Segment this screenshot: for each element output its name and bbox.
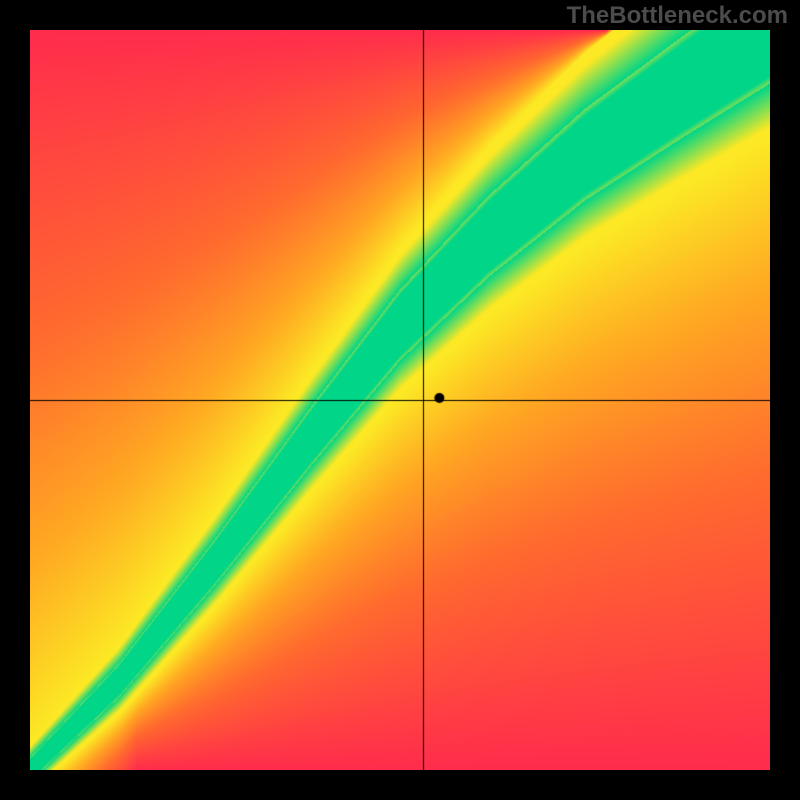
- bottleneck-heatmap: [30, 30, 770, 770]
- watermark-text: TheBottleneck.com: [567, 2, 788, 30]
